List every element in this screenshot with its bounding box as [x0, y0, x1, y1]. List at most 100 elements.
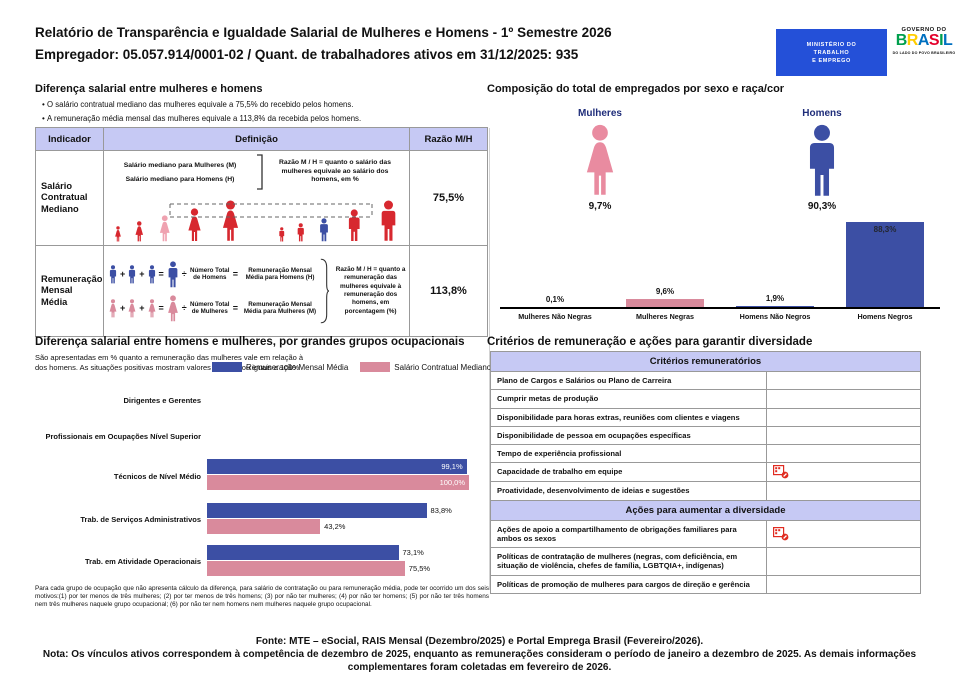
- wage-gap-bullet-1: O salário contratual mediano das mulhere…: [42, 100, 353, 109]
- brasil-wordmark: BRASIL: [892, 32, 956, 50]
- ratio-value-row1: 75,5%: [409, 150, 488, 246]
- occupational-bar-chart: Dirigentes e Gerentes Profissionais em Oc…: [35, 382, 487, 582]
- criteria-label: Proatividade, desenvolvimento de ideias …: [491, 482, 767, 500]
- result-label: Remuneração Mensal Média para Homens (H): [245, 266, 315, 281]
- bar-category-label: Homens Negros: [857, 312, 913, 321]
- gov-logo-top-text: GOVERNO DO: [901, 27, 947, 33]
- criteria-label: Ações de apoio a compartilhamento de obr…: [491, 520, 767, 547]
- mte-logo-line3: E EMPREGO: [812, 57, 851, 64]
- bar-value-label: 99,1%: [441, 462, 463, 471]
- legend-swatch: [212, 362, 242, 372]
- woman-icon: [540, 124, 660, 198]
- bar-category-label: Homens Não Negros: [739, 312, 811, 321]
- mte-logo-line2: TRABALHO: [813, 49, 850, 56]
- bar: [846, 222, 924, 308]
- criteria-row: Plano de Cargos e Salários ou Plano de C…: [490, 371, 921, 391]
- section-title-criteria: Critérios de remuneração e ações para ga…: [487, 336, 813, 348]
- definition-salario-contratual: Salário mediano para Mulheres (M) Salári…: [103, 150, 410, 246]
- ratio-note-row1: Razão M / H = quanto o salário das mulhe…: [279, 159, 391, 184]
- bar-category-label: Mulheres Não Negras: [518, 312, 592, 321]
- criteria-value: [767, 576, 920, 593]
- chart-row: Técnicos de Nível Médio 99,1% 100,0%: [35, 454, 487, 498]
- note-line: Nota: Os vínculos ativos correspondem à …: [42, 648, 917, 673]
- criteria-row: Políticas de contratação de mulheres (ne…: [490, 547, 921, 576]
- ratio-note-row2: Razão M / H = quanto a remuneração das m…: [335, 266, 406, 315]
- brand-letter: I: [939, 32, 944, 49]
- row-bars: [207, 418, 487, 454]
- column-divider: [489, 128, 490, 590]
- median-women-label: Salário mediano para Mulheres (M): [123, 161, 237, 169]
- bar-salario-mediano: [207, 519, 321, 534]
- criteria-row: Ações de apoio a compartilhamento de obr…: [490, 519, 921, 548]
- report-subtitle: Empregador: 05.057.914/0001-02 / Quant. …: [35, 47, 579, 62]
- man-icon: [129, 264, 136, 283]
- brand-letter: B: [895, 32, 908, 49]
- criteria-value: [767, 482, 920, 499]
- median-men-label: Salário mediano para Homens (H): [125, 175, 235, 183]
- criteria-row: Cumprir metas de produção: [490, 389, 921, 409]
- result-label: Remuneração Mensal Média para Mulheres (…: [243, 300, 317, 315]
- pictogram-homens: Homens 90,3%: [762, 108, 882, 212]
- governo-brasil-logo: GOVERNO DO BRASIL DO LADO DO POVO BRASIL…: [892, 27, 956, 55]
- legend-swatch: [360, 362, 391, 372]
- criteria-label: Cumprir metas de produção: [491, 390, 767, 408]
- pictogram-value-homens: 90,3%: [807, 201, 837, 212]
- criteria-value: [767, 427, 920, 444]
- bar-value-label: 75,5%: [408, 564, 431, 573]
- row-label: Trab. em Atividade Operacionais: [84, 556, 201, 566]
- bar-value-label: 0,1%: [545, 294, 565, 304]
- criteria-value: [767, 409, 920, 426]
- row-label: Trab. de Serviços Administrativos: [80, 514, 201, 524]
- criteria-label: Plano de Cargos e Salários ou Plano de C…: [491, 372, 767, 390]
- mte-logo-line1: MINISTÉRIO DO: [806, 41, 857, 48]
- bar-value-label: 73,1%: [402, 548, 424, 557]
- broken-image-icon: [773, 465, 789, 479]
- mte-logo: MINISTÉRIO DO TRABALHO E EMPREGO: [776, 29, 887, 76]
- median-comparison-figure: [110, 191, 409, 245]
- bar-category-label: Mulheres Negras: [636, 312, 694, 321]
- chart-legend: Remuneração Mensal Média Salário Contratu…: [212, 362, 491, 372]
- pictogram-label-mulheres: Mulheres: [578, 108, 622, 119]
- criteria-label: Disponibilidade para horas extras, reuni…: [491, 408, 767, 426]
- chart-row: Trab. em Atividade Operacionais 73,1% 75,5…: [35, 540, 487, 582]
- source-line: Fonte: MTE – eSocial, RAIS Mensal (Dezem…: [255, 636, 704, 647]
- table-section-header: Critérios remuneratórios: [490, 351, 921, 372]
- man-icon: [109, 264, 117, 283]
- man-icon: [809, 124, 835, 196]
- criteria-row: Disponibilidade para horas extras, reuni…: [490, 407, 921, 427]
- legend-item: Remuneração Mensal Média: [212, 362, 348, 372]
- man-icon: [168, 260, 178, 287]
- row-label: Técnicos de Nível Médio: [113, 471, 201, 481]
- brand-letter: R: [906, 32, 919, 49]
- column-header-razao: Razão M/H: [409, 127, 488, 151]
- woman-icon: [167, 294, 178, 321]
- row-bars: 73,1% 75,5%: [207, 540, 487, 582]
- man-icon: [148, 264, 155, 283]
- brace-icon: [320, 258, 330, 324]
- section-title-composition: Composição do total de empregados por se…: [487, 83, 785, 95]
- ratio-value-row2: 113,8%: [409, 245, 488, 337]
- criteria-row: Capacidade de trabalho em equipe: [490, 462, 921, 483]
- criteria-label: Capacidade de trabalho em equipe: [491, 463, 767, 482]
- wage-gap-bullet-2: A remuneração média mensal das mulheres …: [42, 114, 361, 123]
- row-label: Dirigentes e Gerentes: [123, 395, 201, 405]
- brand-letter: L: [943, 32, 953, 49]
- composition-bar-chart: 0,1% Mulheres Não Negras 9,6% Mulheres Negr…: [500, 218, 940, 336]
- pictogram-mulheres: Mulheres 9,7%: [540, 108, 660, 212]
- criteria-value: [767, 463, 920, 481]
- bar-value-label: 9,6%: [655, 286, 675, 296]
- criteria-value: [767, 548, 920, 575]
- divisor-label: Número Total de Homens: [190, 266, 230, 281]
- men-average-formula: + + = ÷ Número Total de Homens = Remuneração M…: [108, 260, 320, 288]
- column-header-definicao: Definição: [103, 127, 410, 151]
- report-title: Relatório de Transparência e Igualdade S…: [35, 25, 612, 40]
- bar-value-label: 100,0%: [439, 478, 465, 487]
- brand-letter: A: [917, 32, 930, 49]
- criteria-value: [767, 521, 920, 548]
- criteria-value: [767, 390, 920, 407]
- criteria-row: Tempo de experiência profissional: [490, 444, 921, 464]
- gov-logo-bottom-text: DO LADO DO POVO BRASILEIRO: [892, 50, 956, 55]
- brand-letter: S: [928, 32, 940, 49]
- row-bars: 83,8% 43,2%: [207, 498, 487, 540]
- legend-item: Salário Contratual Mediano: [360, 362, 491, 372]
